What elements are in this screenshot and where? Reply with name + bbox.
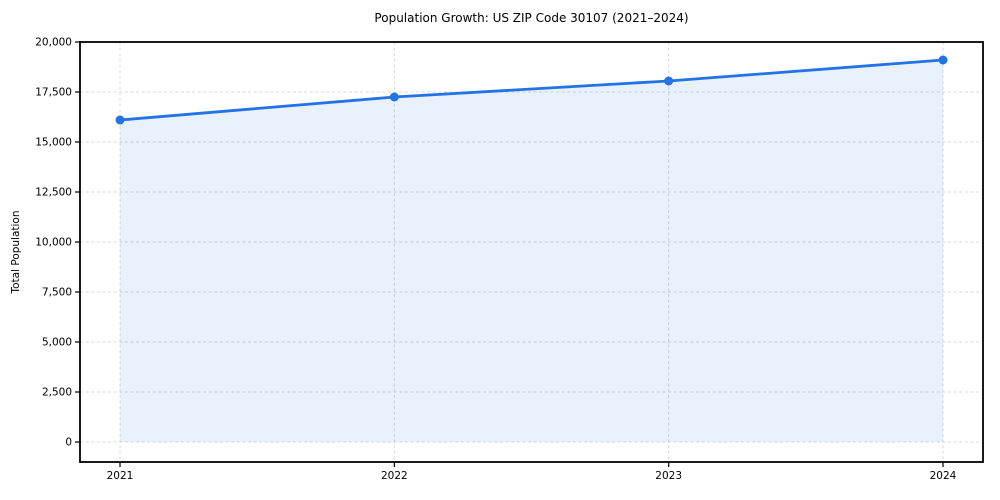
y-tick-label: 12,500 bbox=[35, 187, 72, 199]
y-tick-label: 0 bbox=[65, 437, 72, 449]
plot-border bbox=[79, 41, 984, 463]
y-tick-label: 2,500 bbox=[42, 387, 72, 399]
y-tick-label: 7,500 bbox=[42, 287, 72, 299]
area-fill bbox=[120, 60, 943, 442]
y-tick-label: 20,000 bbox=[35, 37, 72, 49]
chart-title: Population Growth: US ZIP Code 30107 (20… bbox=[374, 11, 689, 25]
data-point bbox=[938, 55, 948, 65]
y-tick-label: 5,000 bbox=[42, 337, 72, 349]
data-point bbox=[389, 92, 399, 102]
x-tick-label: 2021 bbox=[107, 470, 134, 482]
y-tick-label: 10,000 bbox=[35, 237, 72, 249]
x-tick-label: 2023 bbox=[655, 470, 682, 482]
y-tick-label: 15,000 bbox=[35, 137, 72, 149]
x-tick-label: 2022 bbox=[381, 470, 408, 482]
data-point bbox=[115, 115, 125, 125]
data-line bbox=[118, 58, 945, 122]
y-tick-label: 17,500 bbox=[35, 87, 72, 99]
data-point bbox=[664, 76, 674, 86]
x-tick-label: 2024 bbox=[930, 470, 957, 482]
